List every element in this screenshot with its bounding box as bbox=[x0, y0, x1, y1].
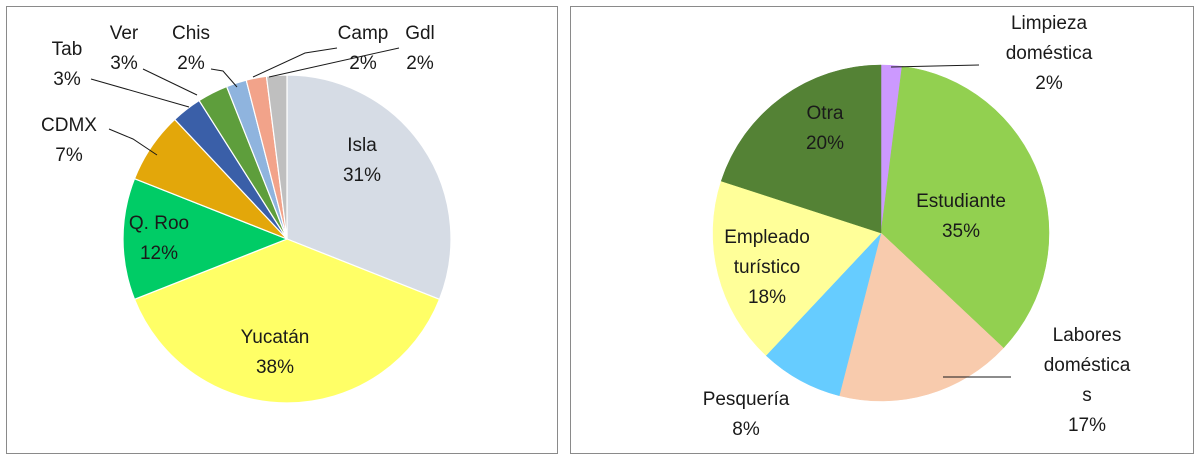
data-label-labores-domesticas: Labores doméstica s 17% bbox=[1044, 325, 1131, 436]
leader-line-limpieza-domestica bbox=[890, 64, 980, 68]
leader-line-ver bbox=[142, 68, 198, 96]
chart-right: Limpieza doméstica 2% Estudiante 35% Labores d… bbox=[570, 6, 1194, 454]
data-label-yucatan: Yucatán 38% bbox=[241, 327, 310, 378]
data-label-otra: Otra 20% bbox=[806, 103, 844, 154]
data-label-tab: Tab 3% bbox=[52, 39, 83, 90]
pie-slice-otra bbox=[720, 64, 882, 234]
pie-slice-yucatan bbox=[133, 238, 441, 404]
leader-lines bbox=[90, 47, 400, 156]
pie-chart-occupation: Limpieza doméstica 2% Estudiante 35% Labores d… bbox=[703, 13, 1131, 440]
data-labels: Limpieza doméstica 2% Estudiante 35% Labores d… bbox=[703, 13, 1131, 440]
data-label-q-roo: Q. Roo 12% bbox=[129, 213, 189, 264]
pie-slice-labores-domesticas bbox=[838, 232, 1004, 402]
data-label-pesqueria: Pesquería 8% bbox=[703, 389, 790, 440]
data-labels: Isla 31% Yucatán 38% Q. Roo 12% CDMX 7% Tab 3% Ver… bbox=[41, 23, 435, 378]
pie-slice-estudiante bbox=[880, 66, 1050, 349]
leader-line-camp bbox=[252, 47, 338, 78]
data-label-cdmx: CDMX 7% bbox=[41, 115, 97, 166]
chart-left: Isla 31% Yucatán 38% Q. Roo 12% CDMX 7% Tab 3% Ver… bbox=[6, 6, 558, 454]
leader-line-tab bbox=[90, 78, 190, 108]
pie-slices bbox=[712, 64, 1050, 402]
data-label-estudiante: Estudiante 35% bbox=[916, 191, 1006, 242]
leader-line-gdl bbox=[268, 47, 400, 78]
data-label-limpieza-domestica: Limpieza doméstica 2% bbox=[1006, 13, 1093, 94]
pie-slice-empleado-turistico bbox=[712, 180, 882, 356]
data-label-chis: Chis 2% bbox=[172, 23, 210, 74]
data-label-camp: Camp 2% bbox=[338, 23, 389, 74]
data-label-gdl: Gdl 2% bbox=[405, 23, 435, 74]
pie-slice-isla bbox=[286, 74, 452, 301]
data-label-isla: Isla 31% bbox=[343, 135, 381, 186]
pie-chart-origin: Isla 31% Yucatán 38% Q. Roo 12% CDMX 7% Tab 3% Ver… bbox=[41, 23, 452, 404]
leader-line-cdmx bbox=[108, 128, 158, 156]
pie-slice-q-roo bbox=[122, 177, 289, 301]
leader-line-chis bbox=[210, 68, 238, 88]
leader-lines bbox=[890, 64, 1011, 378]
data-label-empleado-turistico: Empleado turístico 18% bbox=[724, 227, 810, 308]
pie-slices bbox=[122, 74, 452, 404]
data-label-ver: Ver 3% bbox=[110, 23, 139, 74]
